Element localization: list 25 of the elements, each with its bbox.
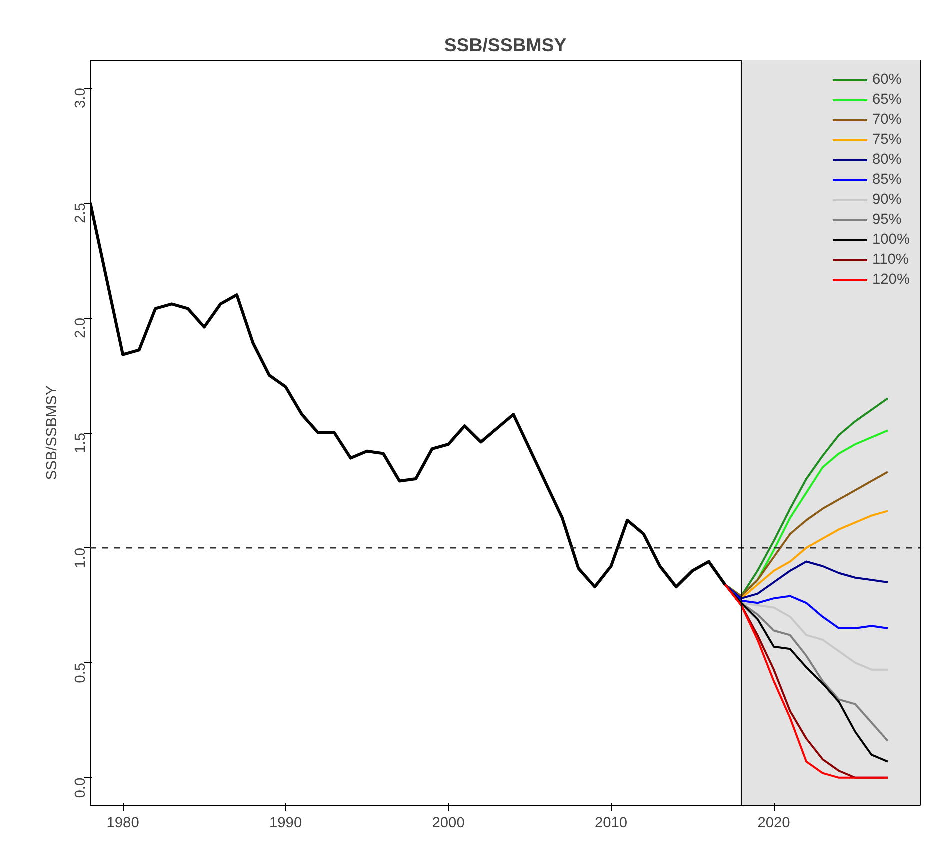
y-tick-label: 0.0 [73,778,89,798]
x-tick-label: 2010 [594,816,628,832]
legend-label: 65% [872,92,902,108]
legend-label: 75% [872,132,902,148]
chart-title: SSB/SSBMSY [444,34,568,56]
legend-label: 120% [872,272,910,288]
legend-label: 95% [872,212,902,228]
legend-label: 80% [872,152,902,168]
x-tick-label: 1980 [106,816,140,832]
y-tick-label: 1.5 [73,433,89,454]
y-tick-label: 2.5 [73,203,89,224]
legend-label: 60% [872,72,902,88]
x-tick-label: 1990 [269,816,302,832]
legend-label: 110% [872,252,909,268]
y-axis-title: SSB/SSBMSY [44,386,60,480]
x-tick-label: 2000 [432,816,465,832]
y-tick-label: 2.0 [73,318,89,338]
legend-label: 90% [872,192,902,208]
y-tick-label: 1.0 [73,548,89,568]
y-tick-label: 3.0 [73,88,89,108]
y-tick-label: 0.5 [73,662,89,684]
x-tick-label: 2020 [758,816,790,832]
legend-label: 70% [872,112,902,128]
legend-label: 85% [872,172,902,188]
legend-label: 100% [872,232,910,248]
